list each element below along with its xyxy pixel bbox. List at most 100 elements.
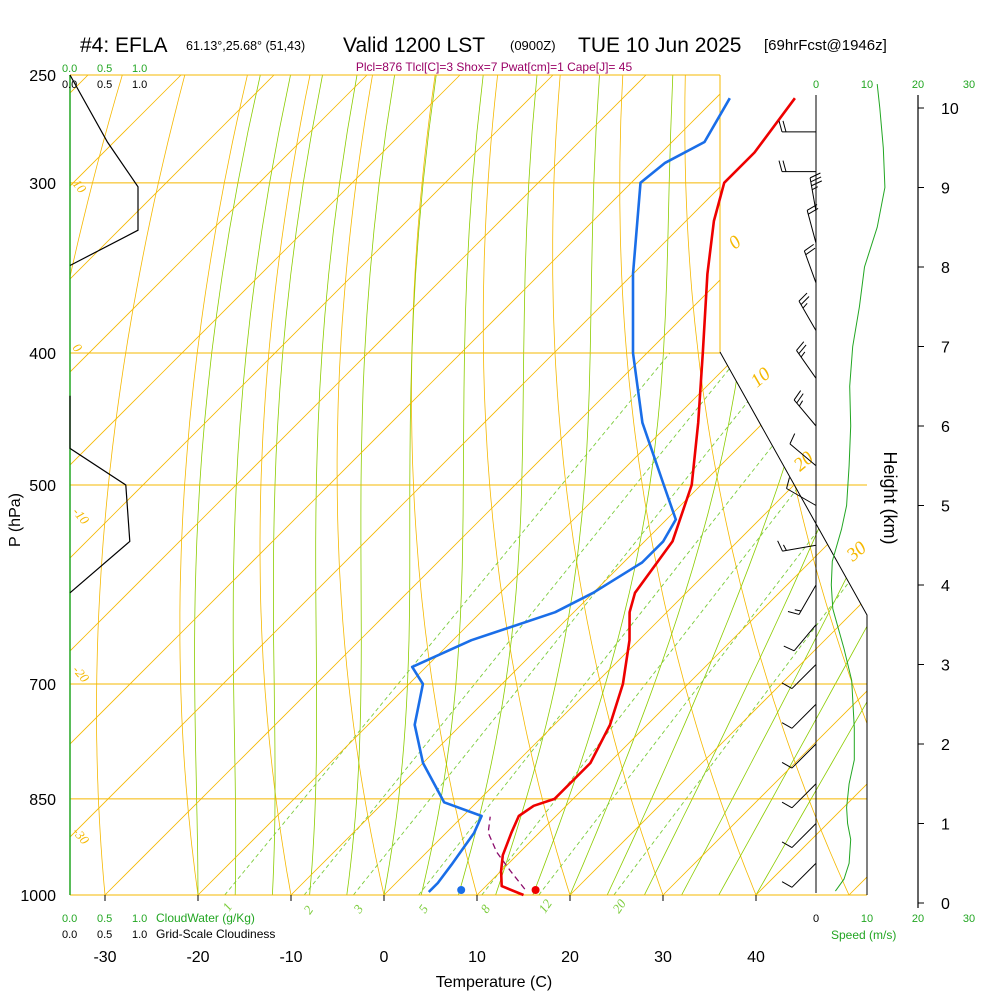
mixing-ratio-line xyxy=(224,352,671,895)
wind-barb xyxy=(781,703,817,729)
speed-tick-top: 30 xyxy=(963,79,975,91)
x-tick-label: 10 xyxy=(468,949,486,966)
plot-frame xyxy=(69,75,919,908)
station-coords: 61.13°,25.68° (51,43) xyxy=(186,39,305,53)
isobars xyxy=(70,74,867,896)
cloudwater-tick-bottom: 1.0 xyxy=(132,913,147,925)
cloudiness-tick-top: 1.0 xyxy=(132,79,147,91)
cloudwater-tick-top: 1.0 xyxy=(132,63,147,75)
wind-barb xyxy=(793,390,817,427)
wind-barb xyxy=(783,624,817,652)
x-tick-label: 30 xyxy=(654,949,672,966)
mixing-ratio-label: 8 xyxy=(477,901,493,915)
station-title: #4: EFLA xyxy=(80,34,168,57)
mixing-ratio-line xyxy=(538,352,867,895)
mixing-ratio-label: 20 xyxy=(609,896,629,916)
x-tick-label: 0 xyxy=(380,949,389,966)
pressure-tick-label: 1000 xyxy=(20,888,56,905)
isotherm-line xyxy=(942,75,1000,895)
moist-adiabat-line xyxy=(718,75,867,895)
moist-adiabat-line xyxy=(420,75,484,895)
height-tick-label: 3 xyxy=(941,658,950,675)
parcel-path-line xyxy=(487,816,526,890)
wind-barb xyxy=(798,292,817,331)
cloudwater-tick-bottom: 0.5 xyxy=(97,913,112,925)
wind-panel: 0 0 10 10 20 20 30 30 xyxy=(777,79,975,925)
isotherm-line xyxy=(569,75,867,895)
wind-speed-line xyxy=(830,84,886,892)
x-tick-label: -30 xyxy=(93,949,116,966)
mixing-ratio-label: 12 xyxy=(535,896,555,916)
wind-barb xyxy=(781,743,817,769)
cloudiness-profile-line xyxy=(69,74,139,594)
forecast-info: [69hrFcst@1946z] xyxy=(764,37,887,54)
height-tick-label: 9 xyxy=(941,181,950,198)
wind-barb xyxy=(778,120,816,133)
isotherm-line xyxy=(70,75,461,895)
height-tick-label: 0 xyxy=(941,896,950,913)
moist-adiabat-line xyxy=(755,75,867,895)
temperature-profile-line xyxy=(499,97,796,897)
moist-adiabat-line xyxy=(644,75,867,895)
isotherm-line xyxy=(662,75,867,895)
cloud-panel: 0.0 0.0 0.0 0.0 0.5 0.5 0.5 0.5 1.0 1.0 1.0 1.0 xyxy=(62,63,147,941)
wind-barb xyxy=(778,160,816,173)
dry-adiabat-line xyxy=(96,75,186,895)
y-axis-label: P (hPa) xyxy=(7,493,24,547)
pressure-tick-label: 400 xyxy=(29,346,56,363)
moist-adiabat-line xyxy=(346,75,395,895)
pressure-tick-label: 300 xyxy=(29,176,56,193)
speed-tick-top: 10 xyxy=(861,79,873,91)
cloudwater-tick-top: 0.5 xyxy=(97,63,112,75)
sounding-profiles xyxy=(410,97,796,897)
cloudwater-label: CloudWater (g/Kg) xyxy=(156,911,255,925)
dry-adiabat-label: 10 xyxy=(747,363,775,392)
isotherm-line xyxy=(476,75,867,895)
cloudiness-tick-top: 0.0 xyxy=(62,79,77,91)
wind-barb xyxy=(789,433,817,467)
speed-label: Speed (m/s) xyxy=(831,928,896,942)
moist-adiabat-line xyxy=(194,75,261,895)
cloudiness-tick-bottom: 1.0 xyxy=(132,929,147,941)
mixing-ratio-label: 2 xyxy=(300,902,316,916)
dry-adiabat-line xyxy=(619,75,757,895)
height-tick-label: 8 xyxy=(941,260,950,277)
height-tick-label: 7 xyxy=(941,340,950,357)
speed-tick-top: 20 xyxy=(912,79,924,91)
height-axis-label: Height (km) xyxy=(880,451,900,544)
height-tick-label: 1 xyxy=(941,817,950,834)
height-tick-label: 2 xyxy=(941,737,950,754)
moist-adiabat-line xyxy=(309,75,358,895)
height-tick-label: 6 xyxy=(941,419,950,436)
dry-adiabat-label: 20 xyxy=(790,447,818,476)
cloudwater-tick-top: 0.0 xyxy=(62,63,77,75)
speed-tick-bottom: 0 xyxy=(813,913,819,925)
isotherm-line xyxy=(70,75,275,895)
isotherm-line xyxy=(70,75,368,895)
dry-adiabat-label: 30 xyxy=(842,537,871,566)
wind-barb xyxy=(777,540,817,552)
dry-adiabat-line xyxy=(936,75,1000,895)
theta-label: -10 xyxy=(70,504,93,527)
speed-tick-bottom: 30 xyxy=(963,913,975,925)
forecast-date: TUE 10 Jun 2025 xyxy=(578,34,741,57)
moist-adiabat-line xyxy=(532,75,674,895)
dry-adiabat-line xyxy=(179,75,248,895)
axes: -30 -20 -10 0 10 20 30 402503004005007008501000… xyxy=(20,68,958,966)
x-tick-label: 20 xyxy=(561,949,579,966)
cloudiness-label: Grid-Scale Cloudiness xyxy=(156,927,275,941)
wind-barb xyxy=(781,862,817,888)
speed-tick-bottom: 10 xyxy=(861,913,873,925)
wind-barb xyxy=(781,783,817,809)
theta-label: -30 xyxy=(70,824,93,847)
wind-barb xyxy=(786,477,817,506)
dry-adiabat-label: 0 xyxy=(725,231,746,254)
cloudiness-tick-bottom: 0.5 xyxy=(97,929,112,941)
speed-tick-bottom: 20 xyxy=(912,913,924,925)
surface-dewpoint-dot xyxy=(457,886,466,894)
dry-adiabat-line xyxy=(552,75,664,895)
wind-barb xyxy=(781,823,817,848)
surface-temperature-dot xyxy=(531,886,540,894)
